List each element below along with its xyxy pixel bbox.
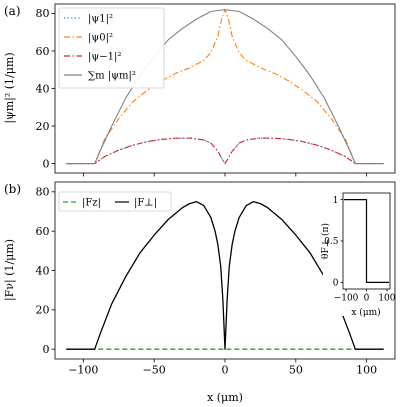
panel-b-x-label: x (μm): [207, 391, 243, 404]
panel-a-label: (a): [4, 4, 21, 18]
y-tick-label: 20: [36, 304, 50, 317]
inset-ticks: −100 0 100 0 0.5 1: [324, 196, 396, 304]
inset-x-label: x (μm): [351, 307, 380, 318]
x-tick-label: −100: [334, 294, 359, 304]
legend-label: |ψ0|²: [88, 33, 113, 44]
y-tick-label: 60: [36, 45, 50, 58]
y-tick-label: 0.5: [324, 237, 339, 247]
y-tick-label: 0: [43, 157, 50, 170]
inset-background: [323, 190, 394, 316]
legend-label: |F⊥|: [134, 198, 157, 209]
legend-label: |ψ−1|²: [88, 52, 121, 63]
inset-plot: −100 0 100 0 0.5 1 θF⊥ (π) x (μm): [320, 190, 396, 318]
x-tick-label: 50: [289, 364, 303, 377]
y-tick-label: 60: [36, 225, 50, 238]
y-tick-label: 40: [36, 264, 50, 277]
panel-a-y-label: |ψm|² (1/μm): [3, 52, 17, 123]
legend-label: |Fz|: [82, 198, 101, 209]
x-tick-label: 0: [364, 294, 370, 304]
y-tick-label: 80: [36, 7, 50, 20]
series-line-4: [66, 9, 384, 165]
y-tick-label: 40: [36, 82, 50, 95]
series-line-1: [66, 137, 384, 165]
x-tick-label: −50: [143, 364, 166, 377]
y-tick-label: 1: [333, 196, 339, 206]
panel-a-legend: |ψ1|² |ψ0|² |ψ−1|² ∑m |ψm|²: [58, 7, 165, 89]
series-line-2: [66, 201, 384, 350]
panel-a-series: [66, 9, 384, 165]
inset-series: [344, 199, 389, 283]
panel-a-legend-box: [58, 7, 165, 89]
series-line-3: [66, 137, 384, 165]
y-tick-label: 0: [43, 343, 50, 356]
panel-b-series: [66, 201, 384, 350]
x-tick-label: 100: [356, 364, 377, 377]
panel-b-y-label: |Fν| (1/μm): [3, 239, 17, 301]
panel-a: (a) 0 20 40 60 80 |ψm|² (1/μm) |ψ1|² |ψ0|² |ψ−…: [3, 3, 396, 177]
y-tick-label: 20: [36, 120, 50, 133]
inset-y-label: θF⊥ (π): [320, 223, 331, 259]
series-line-1: [344, 199, 389, 283]
legend-label: |ψ1|²: [88, 14, 113, 25]
x-tick-label: −100: [68, 364, 98, 377]
panel-a-ticks: 0 20 40 60 80: [36, 7, 368, 177]
x-tick-label: 100: [378, 294, 395, 304]
panel-b-legend: |Fz| |F⊥|: [58, 191, 172, 212]
legend-label: ∑m |ψm|²: [88, 71, 136, 82]
y-tick-label: 80: [36, 186, 50, 199]
y-tick-label: 0: [333, 279, 339, 289]
x-tick-label: 0: [222, 364, 229, 377]
panel-b-label: (b): [4, 182, 21, 196]
